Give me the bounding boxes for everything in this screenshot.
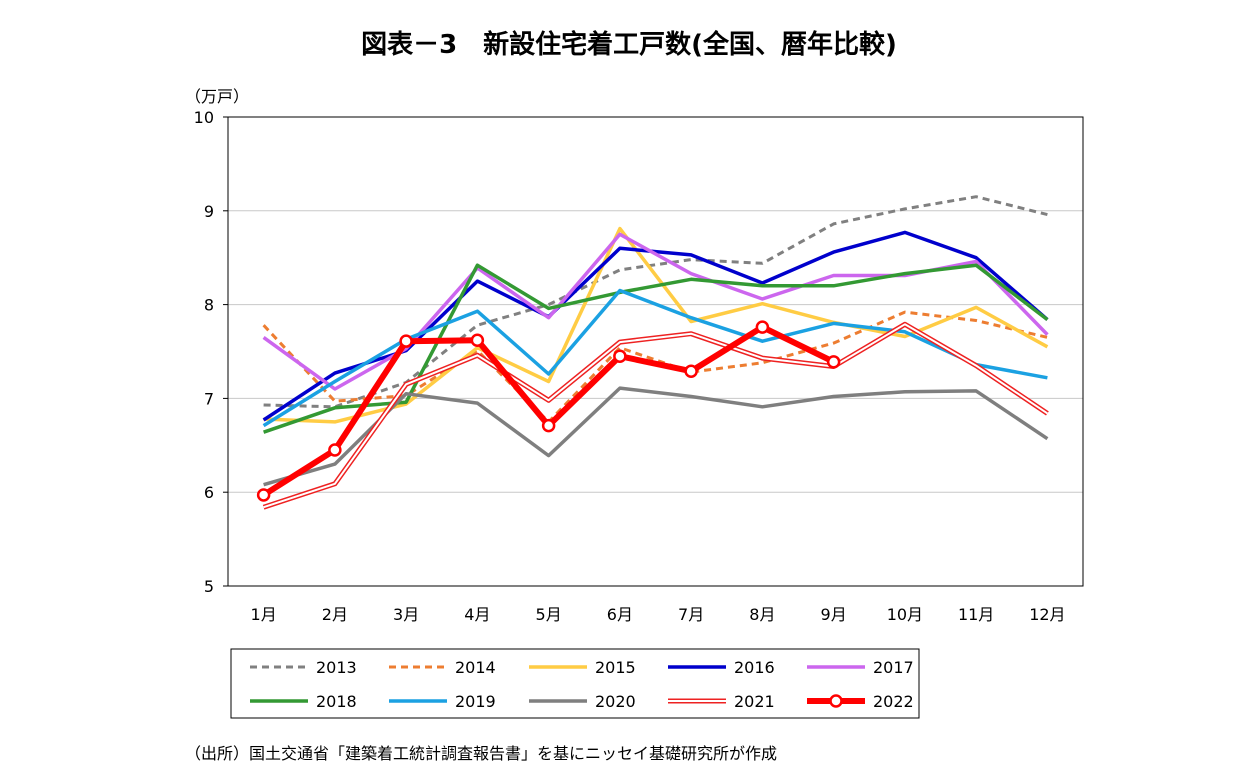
series-line-2014 bbox=[262, 310, 1048, 424]
legend-item-2016: 2016 bbox=[668, 658, 775, 677]
y-tick-label: 10 bbox=[194, 108, 214, 127]
x-tick-label: 1月 bbox=[251, 605, 277, 624]
data-point-2022 bbox=[470, 333, 485, 347]
y-tick-label: 9 bbox=[204, 202, 214, 221]
x-tick-label: 9月 bbox=[821, 605, 847, 624]
series-2013 bbox=[263, 195, 1048, 409]
x-tick-label: 3月 bbox=[393, 605, 419, 624]
legend-marker bbox=[829, 694, 843, 708]
legend-item-2013: 2013 bbox=[250, 658, 357, 677]
x-tick-label: 8月 bbox=[749, 605, 775, 624]
series-line-2020 bbox=[263, 386, 1049, 487]
x-tick-label: 12月 bbox=[1029, 605, 1065, 624]
data-point-2022 bbox=[826, 355, 841, 369]
data-point-2022 bbox=[755, 320, 770, 334]
source-note: （出所）国土交通省「建築着工統計調査報告書」を基にニッセイ基礎研究所が作成 bbox=[185, 744, 777, 763]
series-line-inner-2021 bbox=[263, 323, 1048, 509]
legend-label: 2017 bbox=[873, 658, 914, 677]
x-tick-label: 10月 bbox=[887, 605, 923, 624]
y-tick-label: 5 bbox=[204, 577, 214, 596]
series-line-2021 bbox=[262, 321, 1049, 510]
legend-label: 2018 bbox=[316, 692, 357, 711]
legend-item-2020: 2020 bbox=[529, 692, 636, 711]
x-tick-label: 5月 bbox=[536, 605, 562, 624]
legend-item-2017: 2017 bbox=[807, 658, 914, 677]
legend-item-2014: 2014 bbox=[389, 658, 496, 677]
data-point-2022 bbox=[399, 334, 413, 348]
legend: 2013 2014 2015 2016 2017 2018 2019 2020 2021 2022 bbox=[250, 658, 914, 711]
data-point-2022 bbox=[541, 418, 556, 433]
legend-label: 2015 bbox=[595, 658, 636, 677]
legend-item-2022: 2022 bbox=[807, 692, 914, 711]
series-2014 bbox=[262, 310, 1048, 424]
legend-item-2015: 2015 bbox=[529, 658, 636, 677]
series-2022 bbox=[256, 320, 841, 502]
legend-label: 2016 bbox=[734, 658, 775, 677]
y-tick-label: 6 bbox=[204, 483, 214, 502]
y-axis-ticks: 5 6 7 8 9 10 bbox=[194, 108, 228, 596]
series-2021 bbox=[262, 321, 1049, 510]
series-line-2013 bbox=[263, 195, 1048, 409]
legend-label: 2021 bbox=[734, 692, 775, 711]
x-axis-ticks: 1月 2月 3月 4月 5月 6月 7月 8月 9月 10月 11月 12月 bbox=[251, 605, 1066, 624]
legend-label: 2013 bbox=[316, 658, 357, 677]
series-2019 bbox=[262, 288, 1048, 428]
x-tick-label: 2月 bbox=[322, 605, 348, 624]
legend-label: 2022 bbox=[873, 692, 914, 711]
series-2018 bbox=[263, 263, 1049, 434]
legend-item-2018: 2018 bbox=[250, 692, 357, 711]
x-tick-label: 7月 bbox=[678, 605, 704, 624]
y-tick-label: 7 bbox=[204, 389, 214, 408]
series-line-2018 bbox=[263, 263, 1049, 434]
legend-item-2019: 2019 bbox=[389, 692, 496, 711]
data-point-2022 bbox=[328, 443, 342, 457]
legend-label: 2020 bbox=[595, 692, 636, 711]
plot-area-frame bbox=[227, 116, 1084, 587]
legend-label: 2019 bbox=[455, 692, 496, 711]
series-line-2019 bbox=[262, 288, 1048, 428]
legend-label: 2014 bbox=[455, 658, 496, 677]
series-2020 bbox=[263, 386, 1049, 487]
data-point-2022 bbox=[684, 364, 698, 378]
data-point-2022 bbox=[613, 349, 627, 363]
legend-item-2021: 2021 bbox=[668, 692, 775, 711]
legend-box bbox=[230, 648, 920, 719]
series-lines bbox=[256, 195, 1049, 510]
y-tick-label: 8 bbox=[204, 296, 214, 315]
x-tick-label: 6月 bbox=[607, 605, 633, 624]
y-axis-unit-label: （万戸） bbox=[185, 87, 249, 106]
x-tick-label: 11月 bbox=[958, 605, 994, 624]
x-tick-label: 4月 bbox=[464, 605, 490, 624]
chart-title: 図表－3 新設住宅着工戸数(全国、暦年比較) bbox=[361, 29, 897, 60]
data-point-2022 bbox=[256, 488, 271, 502]
